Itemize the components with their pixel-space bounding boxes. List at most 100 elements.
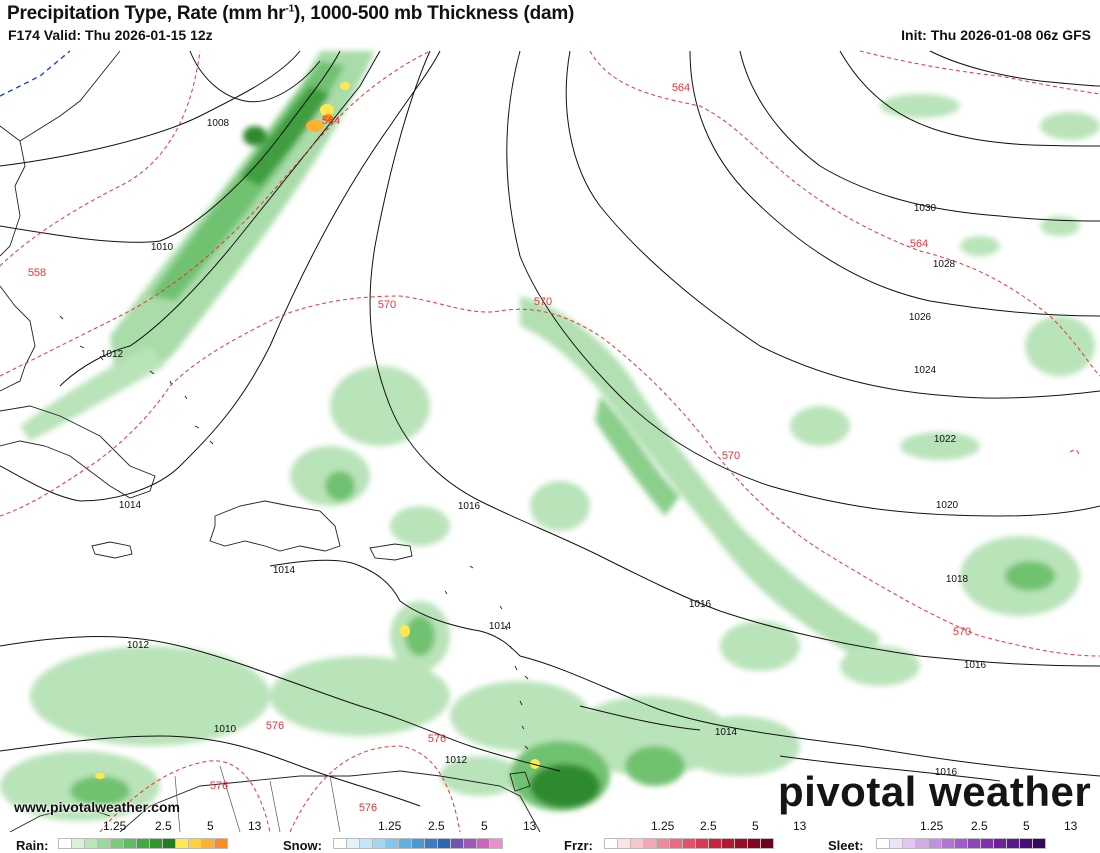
thickness-label: 576 [428, 733, 446, 745]
snow-swatch [398, 838, 412, 849]
isobar-label: 1012 [445, 755, 468, 766]
snow-swatch [385, 838, 399, 849]
map-title: Precipitation Type, Rate (mm hr-1), 1000… [7, 3, 575, 24]
sleet-swatch [993, 838, 1007, 849]
thickness-label: 564 [322, 115, 340, 127]
rain-swatch [214, 838, 228, 849]
snow-swatch [372, 838, 386, 849]
sleet-swatch [980, 838, 994, 849]
legend-frzr-swatches [604, 838, 774, 849]
rain-swatch [71, 838, 85, 849]
brand-logo: pivotal weather [778, 768, 1092, 815]
isobar-label: 1028 [933, 259, 956, 270]
rain-swatch [149, 838, 163, 849]
precip-field [0, 51, 1100, 821]
isobar-label: 1022 [934, 434, 957, 445]
snow-swatch [359, 838, 373, 849]
legend-rain-swatches [58, 838, 228, 849]
rain-swatch [97, 838, 111, 849]
frzr-swatch [695, 838, 709, 849]
rain-swatch [123, 838, 137, 849]
snow-swatch [463, 838, 477, 849]
frzr-swatch [669, 838, 683, 849]
isobar-label: 1014 [273, 565, 296, 576]
isobar-label: 1012 [127, 640, 150, 651]
legend: Rain: 1.25 2.5 5 13 Snow: 1.25 2.5 5 13 … [0, 819, 1100, 853]
sleet-swatch [1006, 838, 1020, 849]
rain-swatch [84, 838, 98, 849]
sleet-swatch [941, 838, 955, 849]
rain-swatch [110, 838, 124, 849]
thickness-label: 576 [266, 720, 284, 732]
snow-swatch [411, 838, 425, 849]
valid-time: F174 Valid: Thu 2026-01-15 12z [8, 27, 213, 43]
frzr-swatch [708, 838, 722, 849]
thickness-label: 570 [534, 296, 552, 308]
init-time: Init: Thu 2026-01-08 06z GFS [901, 27, 1091, 43]
isobar-label: 1010 [214, 724, 237, 735]
sleet-swatch [876, 838, 890, 849]
legend-sleet-swatches [876, 838, 1046, 849]
sleet-swatch [1032, 838, 1046, 849]
legend-frzr-label: Frzr: [564, 838, 593, 853]
thickness-label: 564 [910, 238, 928, 250]
frzr-swatch [721, 838, 735, 849]
legend-snow-label: Snow: [283, 838, 322, 853]
frzr-swatch [747, 838, 761, 849]
thickness-labels: 558 564 564 570 570 570 576 576 576 564 … [28, 82, 971, 792]
isobar-label: 1008 [207, 118, 230, 129]
snow-swatch [437, 838, 451, 849]
snow-swatch [489, 838, 503, 849]
frzr-swatch [604, 838, 618, 849]
thickness-lines [0, 50, 1100, 832]
isobar-label: 1010 [151, 242, 174, 253]
rain-swatch [201, 838, 215, 849]
rain-swatch [58, 838, 72, 849]
sleet-swatch [889, 838, 903, 849]
isobar-label: 1016 [689, 599, 712, 610]
rain-swatch [175, 838, 189, 849]
isobar-label: 1024 [914, 365, 937, 376]
frzr-swatch [643, 838, 657, 849]
thickness-label: 570 [722, 450, 740, 462]
isobar-label: 1018 [946, 574, 969, 585]
snow-swatch [476, 838, 490, 849]
frzr-swatch [734, 838, 748, 849]
snow-swatch [333, 838, 347, 849]
sleet-swatch [928, 838, 942, 849]
rain-swatch [136, 838, 150, 849]
frzr-swatch [760, 838, 774, 849]
frzr-swatch [682, 838, 696, 849]
snow-swatch [450, 838, 464, 849]
frzr-swatch [656, 838, 670, 849]
sleet-swatch [1019, 838, 1033, 849]
thickness-label: 570 [953, 626, 971, 638]
rain-swatch [188, 838, 202, 849]
sleet-swatch [954, 838, 968, 849]
snow-swatch [424, 838, 438, 849]
thickness-label: 564 [672, 82, 690, 94]
isobar-label: 1016 [458, 501, 481, 512]
isobar-label: 1014 [119, 500, 142, 511]
legend-rain-label: Rain: [16, 838, 49, 853]
coastlines [0, 50, 541, 832]
isobar-label: 1030 [914, 203, 937, 214]
thickness-label: 576 [210, 780, 228, 792]
snow-swatch [346, 838, 360, 849]
precip-cores [95, 82, 540, 779]
isobar-labels: 1008 1010 1012 1014 1014 1016 1016 1012 … [101, 118, 987, 778]
weather-map: 1008 1010 1012 1014 1014 1016 1016 1012 … [0, 46, 1100, 832]
thickness-label: 576 [359, 802, 377, 814]
legend-snow-swatches [333, 838, 503, 849]
header: Precipitation Type, Rate (mm hr-1), 1000… [0, 0, 1100, 46]
frzr-swatch [617, 838, 631, 849]
thickness-label: 570 [378, 299, 396, 311]
thickness-label: 558 [28, 267, 46, 279]
rain-swatch [162, 838, 176, 849]
sleet-swatch [967, 838, 981, 849]
isobar-label: 1014 [715, 727, 738, 738]
isobar-label: 1012 [101, 349, 124, 360]
isobar-label: 1014 [489, 621, 512, 632]
isobar-label: 1016 [935, 767, 958, 778]
isobars [0, 50, 1100, 807]
